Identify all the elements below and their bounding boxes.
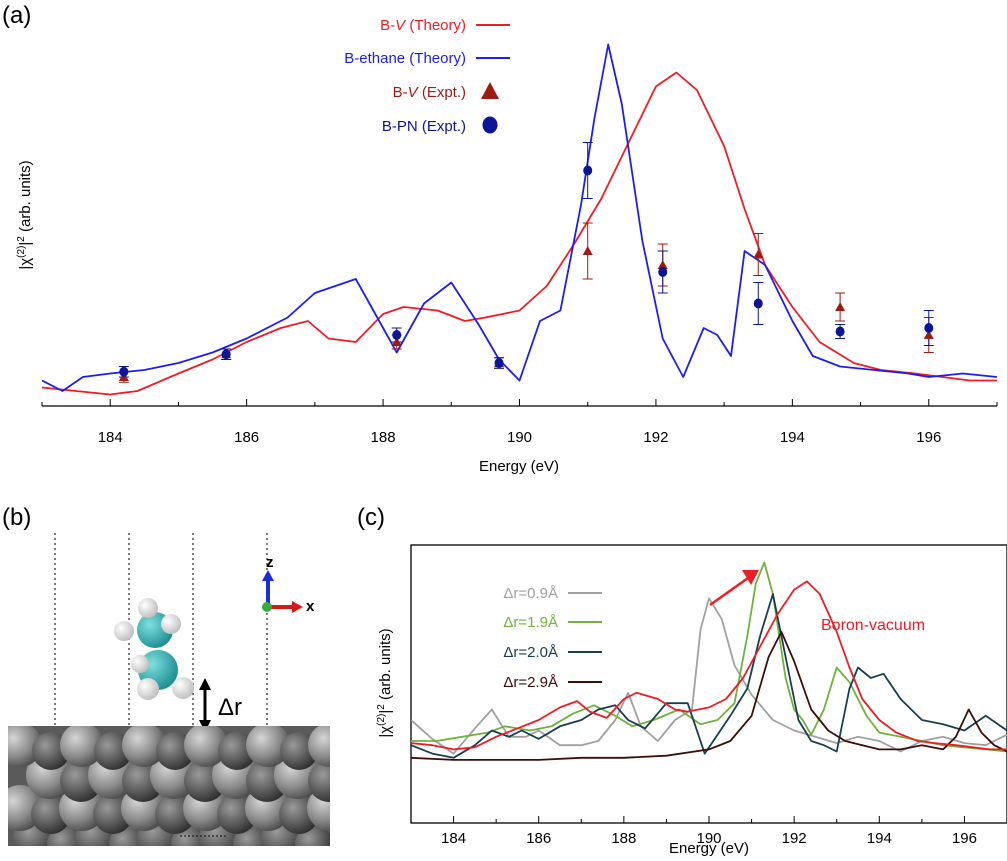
surface-atom: [308, 760, 330, 802]
surface-atom: [184, 726, 228, 767]
circle-point: [924, 323, 934, 333]
x-tick-label: 186: [526, 830, 551, 847]
x-tick-label: 196: [952, 830, 977, 847]
series-line-boron-vacuum: [411, 580, 1007, 751]
chart-a: 184 186 188 190 192 194 196 Energy (eV) |χ(2)|…: [16, 17, 998, 475]
triangle-point: [657, 260, 668, 269]
legend-a-bv-expt-marker: [481, 82, 499, 99]
circle-point: [583, 165, 593, 176]
shift-arrow: [709, 570, 759, 607]
surface-atom: [122, 726, 166, 767]
chart-a-series: [42, 43, 997, 396]
axis-z-label: z: [266, 554, 274, 571]
circle-point: [221, 349, 231, 360]
x-tick-label: 188: [611, 830, 636, 847]
circle-point: [119, 366, 129, 377]
circle-point: [753, 298, 763, 309]
x-tick-label: 192: [782, 830, 807, 847]
delta-r-label: Δr: [218, 694, 242, 721]
series-line-r-2-0: [411, 593, 1007, 759]
chart-c-xlabel: Energy (eV): [669, 840, 749, 857]
triangle-point: [923, 330, 934, 339]
chart-a-x-ticks: 184 186 188 190 192 194 196: [41, 399, 998, 446]
chart-c-legend: Δr=0.9Å Δr=1.9Å Δr=2.0Å Δr=2.9Å: [503, 585, 602, 691]
delta-r-arrow: Δr: [199, 678, 242, 732]
x-tick-label: 194: [780, 429, 805, 446]
legend-a-bpn-expt-marker: [482, 116, 498, 134]
chart-a-ylabel: |χ(2)|2 (arb. units): [16, 160, 34, 269]
legend-a-bethane-theory-label: B-ethane (Theory): [344, 50, 466, 67]
legend-a-bpn-expt-label: B-PN (Expt.): [382, 118, 466, 135]
triangle-point: [753, 249, 764, 259]
chart-a-xlabel: Energy (eV): [479, 458, 559, 475]
legend-c-2-9-label: Δr=2.9Å: [503, 674, 558, 691]
axis-x-label: x: [306, 598, 315, 615]
chart-c-ylabel: |χ(2)|2 (arb. units): [376, 628, 394, 737]
triangle-point: [835, 302, 846, 311]
surface-atom: [342, 732, 380, 770]
circle-point: [494, 358, 504, 368]
chart-a-experimental-points: [118, 142, 934, 383]
panel-label-b: (b): [2, 504, 31, 531]
panel-b-structure: z x Δr: [8, 533, 381, 846]
chart-a-legend: B-V (Theory) B-ethane (Theory) B-V (Expt…: [344, 17, 510, 135]
x-tick-label: 192: [643, 429, 668, 446]
surface-atom: [60, 726, 104, 767]
legend-c-0-9-label: Δr=0.9Å: [503, 585, 558, 602]
surface-atom: [246, 726, 290, 767]
legend-c-1-9-label: Δr=1.9Å: [503, 614, 558, 631]
surface-atom: [341, 794, 381, 834]
panel-label-a: (a): [2, 2, 31, 29]
series-line-r-1-9: [411, 561, 1007, 753]
coordinate-axes-icon: z x: [262, 554, 315, 615]
x-tick-label: 184: [98, 429, 123, 446]
series-line-r-2-9: [411, 630, 1007, 761]
panel-label-c: (c): [357, 504, 385, 531]
x-tick-label: 196: [916, 429, 941, 446]
x-tick-label: 194: [867, 830, 892, 847]
chart-c-series: [411, 561, 1007, 761]
chart-c-frame: [410, 544, 1007, 824]
x-tick-label: 190: [507, 429, 532, 446]
legend-a-bv-theory-label: B-V (Theory): [380, 17, 466, 34]
circle-point: [835, 326, 845, 337]
legend-a-bv-expt-label: B-V (Expt.): [393, 84, 466, 101]
triangle-point: [582, 246, 593, 255]
x-tick-label: 186: [234, 429, 259, 446]
circle-point: [658, 267, 668, 277]
triangle-point: [391, 337, 402, 346]
series-line-b-ethane-theory: [42, 43, 997, 392]
x-tick-label: 188: [371, 429, 396, 446]
series-line-r-0-9: [411, 597, 1007, 755]
chart-c: 184 186 188 190 192 194 196 Energy (eV) |χ(2)|…: [376, 544, 1007, 857]
legend-c-2-0-label: Δr=2.0Å: [503, 644, 558, 661]
ethane-molecule: [114, 598, 194, 700]
x-tick-label: 184: [441, 830, 466, 847]
circle-point: [392, 330, 402, 340]
chart-c-x-ticks: 184 186 188 190 192 194 196: [410, 816, 1007, 847]
surface-slab: [8, 726, 381, 846]
boron-vacuum-annotation: Boron-vacuum: [821, 617, 925, 634]
surface-atom: [308, 726, 330, 767]
x-tick-label: 190: [696, 830, 721, 847]
series-line-b-v-theory: [42, 71, 997, 396]
